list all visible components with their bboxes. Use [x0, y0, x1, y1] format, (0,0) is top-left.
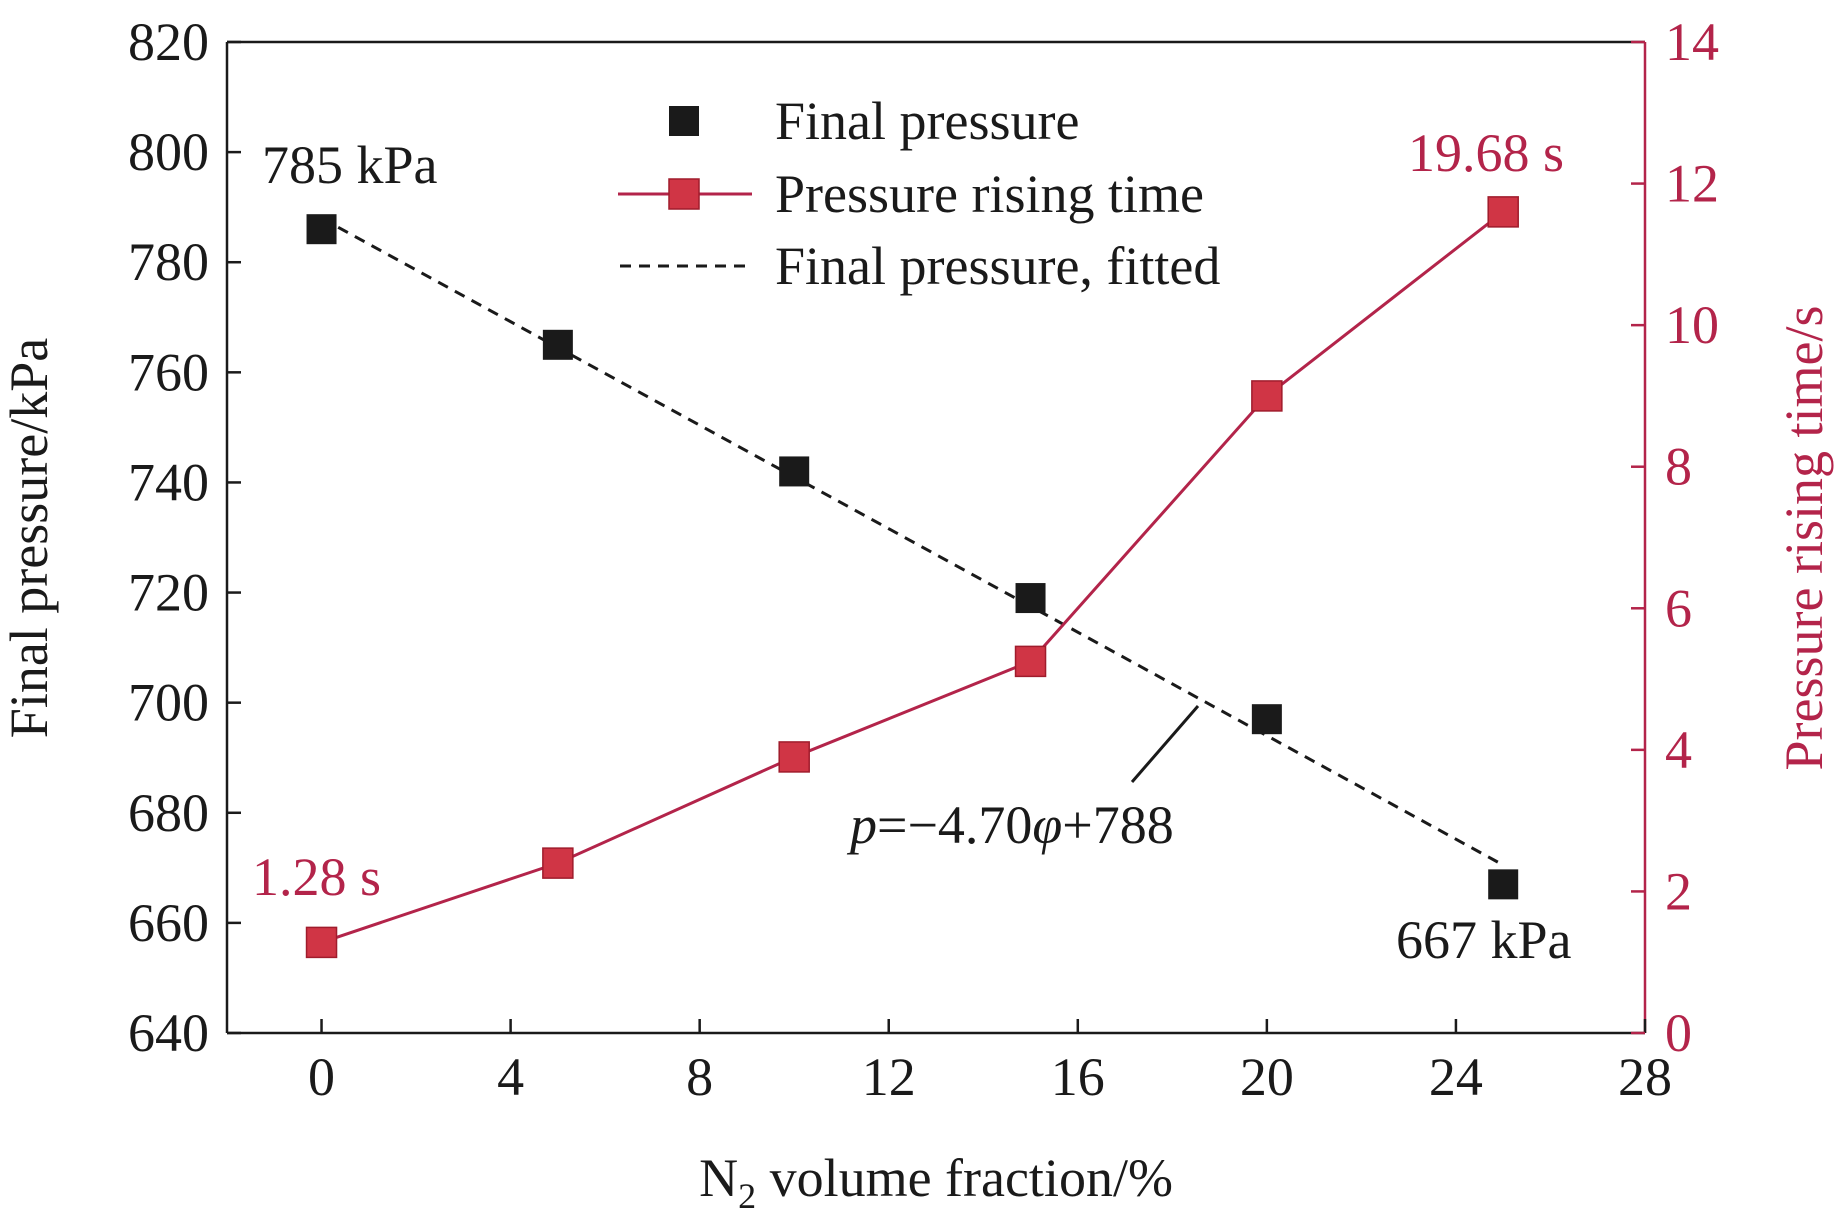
legend-label-fitted: Final pressure, fitted: [775, 236, 1220, 296]
final-pressure-point: [1488, 869, 1519, 900]
x-axis-title-subscript: 2: [738, 1176, 756, 1216]
fitted-pressure-line: [320, 216, 1504, 867]
rising-time-line-group: [321, 210, 1505, 944]
left-axis-ticks: 640 660 680 700 720 740 760 780 800 820: [128, 12, 241, 1063]
rising-time-point: [1487, 196, 1519, 228]
x-axis-title: N2 volume fraction/%: [699, 1148, 1173, 1216]
y-left-tick-label: 680: [128, 783, 209, 843]
y-left-tick-label: 720: [128, 563, 209, 623]
rising-time-markers: [305, 196, 1519, 959]
final-pressure-point: [306, 214, 337, 245]
legend: Final pressure Pressure rising time Fina…: [618, 91, 1220, 296]
final-pressure-point: [779, 456, 810, 487]
final-pressure-point: [1251, 704, 1282, 735]
rising-time-point: [1014, 645, 1047, 678]
legend-label-final-pressure: Final pressure: [775, 91, 1079, 151]
rising-time-point: [778, 741, 810, 773]
rising-time-point: [1251, 380, 1283, 412]
final-pressure-point: [542, 329, 573, 360]
y-left-tick-label: 740: [128, 452, 209, 512]
fit-equation: p=−4.70φ+788: [846, 795, 1174, 855]
y-right-tick-label: 12: [1665, 154, 1719, 214]
y-left-tick-label: 660: [128, 893, 209, 953]
x-tick-label: 28: [1618, 1047, 1672, 1107]
final-pressure-point: [1015, 583, 1046, 614]
y-left-tick-label: 640: [128, 1003, 209, 1063]
annotation-start-time: 1.28 s: [252, 847, 381, 907]
x-tick-label: 20: [1240, 1047, 1294, 1107]
annotation-end-pressure: 667 kPa: [1396, 910, 1572, 970]
x-tick-label: 24: [1429, 1047, 1483, 1107]
right-axis-ticks: 0 2 4 6 8 10 12 14: [1631, 12, 1719, 1063]
legend-marker-rising-time: [668, 178, 700, 210]
y-left-tick-label: 820: [128, 12, 209, 72]
x-axis-ticks: 0 4 8 12 16 20 24 28: [308, 1019, 1672, 1107]
y-right-tick-label: 2: [1665, 861, 1692, 921]
legend-label-rising-time: Pressure rising time: [775, 164, 1204, 224]
y-right-tick-label: 4: [1665, 720, 1692, 780]
rising-time-point: [542, 847, 574, 879]
left-axis-title: Final pressure/kPa: [0, 338, 59, 738]
x-axis-title-suffix: volume fraction/%: [756, 1148, 1173, 1208]
x-tick-label: 12: [862, 1047, 916, 1107]
y-right-tick-label: 0: [1665, 1003, 1692, 1063]
y-right-tick-label: 8: [1665, 437, 1692, 497]
y-right-tick-label: 14: [1665, 12, 1719, 72]
y-left-tick-label: 780: [128, 232, 209, 292]
equation-pointer-line: [1130, 705, 1200, 783]
y-right-tick-label: 10: [1665, 295, 1719, 355]
final-pressure-markers: [306, 214, 1519, 900]
rising-time-line: [321, 210, 1505, 944]
x-tick-label: 0: [308, 1047, 335, 1107]
right-axis-title: Pressure rising time/s: [1774, 306, 1834, 771]
legend-marker-final-pressure: [669, 106, 699, 136]
annotation-start-pressure: 785 kPa: [262, 135, 438, 195]
y-right-tick-label: 6: [1665, 578, 1692, 638]
x-tick-label: 16: [1051, 1047, 1105, 1107]
fitted-line-group: [320, 216, 1504, 867]
plot-frame: [225, 40, 1647, 1035]
x-tick-label: 4: [497, 1047, 524, 1107]
y-left-tick-label: 800: [128, 122, 209, 182]
rising-time-point: [305, 926, 338, 959]
y-left-tick-label: 760: [128, 342, 209, 402]
annotation-end-time: 19.68 s: [1408, 123, 1564, 183]
y-left-tick-label: 700: [128, 673, 209, 733]
x-tick-label: 8: [686, 1047, 713, 1107]
